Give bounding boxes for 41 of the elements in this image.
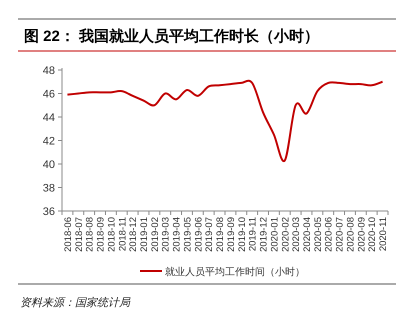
- chart-title: 图 22： 我国就业人员平均工作时长（小时）: [24, 28, 320, 45]
- x-tick-label: 2019-08: [215, 217, 226, 252]
- legend-label: 就业人员平均工作时间（小时）: [165, 266, 305, 278]
- x-tick-label: 2020-11: [378, 217, 390, 252]
- x-tick-label: 2018-12: [128, 217, 140, 252]
- x-tick-label: 2020-08: [345, 217, 356, 252]
- x-tick-label: 2020-07: [334, 217, 346, 252]
- x-tick-label: 2020-10: [367, 217, 378, 252]
- text: 资料来源：国家统计局: [20, 296, 131, 309]
- x-tick-label: 2018-07: [74, 217, 85, 252]
- x-tick-label: 2019-10: [236, 217, 248, 252]
- x-tick-label: 2020-03: [291, 217, 302, 252]
- x-tick-label: 2018-08: [84, 217, 96, 252]
- y-tick-label: 38: [42, 182, 55, 194]
- x-tick-label: 2020-02: [280, 217, 292, 252]
- x-tick-label: 2018-06: [62, 217, 74, 252]
- x-tick-label: 2019-02: [150, 217, 161, 252]
- y-tick-label: 42: [42, 136, 55, 148]
- y-tick-label: 36: [42, 206, 55, 218]
- x-tick-label: 2020-01: [269, 217, 280, 252]
- x-tick-label: 2019-03: [160, 217, 172, 252]
- x-tick-label: 2020-09: [356, 217, 368, 252]
- y-tick-label: 40: [42, 159, 55, 171]
- legend: 就业人员平均工作时间（小时）: [140, 267, 305, 278]
- x-tick-label: 2019-04: [172, 217, 183, 252]
- x-tick-label: 2018-10: [106, 217, 118, 252]
- x-tick-label: 2019-05: [182, 217, 194, 252]
- x-tick-label: 2019-06: [193, 217, 204, 252]
- x-tick-label: 2020-04: [302, 217, 313, 252]
- x-tick-label: 2019-09: [226, 217, 237, 252]
- y-tick-label: 46: [42, 88, 55, 100]
- y-tick-label: 44: [42, 112, 55, 124]
- x-tick-label: 2019-07: [204, 217, 216, 252]
- x-tick-label: 2020-05: [312, 217, 324, 252]
- x-tick-label: 2020-06: [324, 217, 335, 252]
- x-tick-label: 2019-11: [248, 217, 259, 252]
- x-tick-label: 2018-09: [96, 217, 107, 252]
- x-tick-label: 2018-11: [117, 217, 128, 252]
- y-tick-label: 48: [42, 65, 55, 77]
- x-tick-label: 2019-01: [139, 217, 150, 252]
- x-tick-label: 2019-12: [258, 217, 270, 252]
